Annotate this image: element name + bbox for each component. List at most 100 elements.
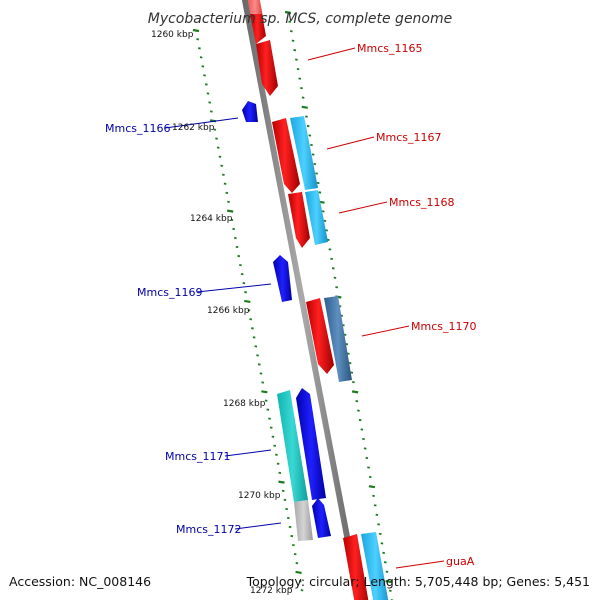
gene-feature-mmcs-1171[interactable]	[277, 390, 308, 502]
tick-rail-left-tick	[273, 444, 277, 447]
leader-mmcs-1172	[234, 522, 282, 530]
tick-rail-right-tick	[358, 418, 362, 422]
tick-rail-left-tick	[274, 453, 278, 456]
tick-rail-right-tick	[298, 77, 302, 80]
tick-rail-right-tick	[388, 589, 392, 592]
tick-rail-left-tick	[221, 173, 225, 176]
gene-label-mmcs-1172[interactable]: Mmcs_1172	[176, 523, 241, 536]
tick-rail-right-tick	[318, 191, 322, 194]
tick-rail-right-tick	[375, 513, 379, 517]
tick-rail-left-tick	[232, 227, 235, 231]
tick-rail-right-tick	[351, 390, 359, 394]
gene-label-mmcs-1168[interactable]: Mmcs_1168	[389, 196, 454, 209]
gene-label-mmcs-1167[interactable]: Mmcs_1167	[376, 131, 441, 144]
tick-rail-right-tick	[348, 362, 352, 365]
tick-rail-left-tick	[240, 272, 244, 276]
tick-rail-right-tick	[378, 532, 382, 535]
gene-feature-1171-partner[interactable]	[296, 388, 326, 500]
tick-rail-left-tick	[227, 209, 234, 213]
tick-rail-right-tick	[300, 86, 303, 90]
gene-feature-guaa-partner[interactable]	[361, 532, 390, 600]
tick-rail-right-tick	[360, 428, 364, 431]
tick-rail-right-tick	[367, 466, 370, 469]
tick-rail-right-tick	[362, 437, 365, 441]
scale-label-1260: 1260 kbp	[151, 30, 194, 40]
tick-rail-right-tick	[385, 579, 392, 584]
tick-rail-left-tick	[269, 426, 273, 429]
gene-label-mmcs-1166[interactable]: Mmcs_1166	[105, 122, 170, 135]
tick-rail-left-tick	[298, 580, 302, 583]
tick-rail-right-tick	[308, 134, 312, 137]
gene-feature-1168-partner[interactable]	[305, 190, 328, 245]
tick-rail-left-tick	[256, 354, 259, 357]
tick-rail-left-tick	[244, 299, 251, 304]
tick-rail-left-tick	[290, 534, 294, 538]
tick-rail-left-tick	[204, 83, 208, 86]
gene-label-mmcs-1165[interactable]: Mmcs_1165	[357, 42, 422, 55]
scale-label-1264: 1264 kbp	[190, 214, 233, 224]
gene-label-mmcs-1169[interactable]: Mmcs_1169	[137, 286, 202, 299]
tick-rail-left-tick	[192, 28, 200, 33]
gene-feature-mmcs-1170[interactable]	[306, 298, 334, 374]
tick-rail-right-tick	[323, 219, 327, 223]
tick-rail-left-tick	[239, 263, 242, 267]
tick-rail-left-tick	[213, 128, 217, 131]
scale-label-1272: 1272 kbp	[250, 586, 293, 596]
gene-label-mmcs-1171[interactable]: Mmcs_1171	[165, 450, 230, 463]
leader-mmcs-1168	[338, 201, 388, 214]
tick-rail-right-tick	[301, 96, 305, 99]
gene-feature-mmcs-1168[interactable]	[288, 192, 310, 248]
tick-rail-left-tick	[220, 164, 224, 167]
gene-label-mmcs-1170[interactable]: Mmcs_1170	[411, 320, 476, 333]
tick-rail-left-tick	[278, 480, 285, 484]
tick-rail-left-tick	[293, 552, 297, 556]
gene-feature-guaa[interactable]	[343, 534, 370, 600]
gene-features	[242, 0, 390, 600]
tick-rail-left-tick	[206, 92, 210, 95]
gene-feature-1167-partner[interactable]	[290, 116, 318, 190]
tick-rail-left-tick	[288, 525, 292, 529]
tick-rail-right-tick	[305, 115, 308, 118]
tick-rail-right-tick	[328, 248, 332, 251]
tick-rail-right-tick	[357, 409, 360, 412]
tick-rail-right-tick	[363, 447, 367, 450]
tick-rail-left-tick	[242, 282, 246, 285]
tick-rail-left-tick	[281, 489, 285, 493]
leader-mmcs-1169	[196, 283, 272, 293]
scale-label-1262: 1262 kbp	[172, 123, 215, 133]
tick-rail-right-tick	[347, 352, 350, 355]
gene-feature-1170-partner[interactable]	[324, 296, 352, 382]
tick-rail-right-tick	[291, 39, 295, 42]
tick-rail-left-tick	[216, 146, 220, 149]
leader-guaa	[395, 560, 445, 569]
accession-text: Accession: NC_008146	[9, 574, 151, 589]
gene-feature-mmcs-1166[interactable]	[242, 101, 258, 122]
leader-mmcs-1167	[326, 136, 375, 150]
tick-rail-left-tick	[285, 507, 288, 511]
scale-labels: 1260 kbp 1262 kbp 1264 kbp 1266 kbp 1268…	[151, 30, 293, 596]
tick-rail-left-tick	[210, 110, 213, 113]
gene-feature-mmcs-1172[interactable]	[294, 500, 313, 541]
tick-rail-left-tick	[278, 471, 282, 474]
gene-feature-mmcs-1169[interactable]	[273, 255, 292, 302]
tick-rail-left-tick	[244, 291, 247, 294]
tick-rail-left-tick	[201, 65, 205, 68]
tick-rail-left-tick	[235, 245, 239, 249]
tick-rail-left-tick	[300, 589, 304, 592]
tick-rail-right-tick	[377, 523, 380, 526]
tick-rail-right-tick	[368, 485, 376, 489]
gene-feature-mmcs-1165[interactable]	[256, 40, 278, 96]
gene-feature-1172-partner[interactable]	[312, 498, 331, 538]
tick-rail-right-tick	[296, 68, 300, 71]
tick-rail-left-tick	[295, 562, 299, 565]
tick-rail-left-tick	[261, 381, 265, 384]
tick-rail-right-tick	[373, 504, 377, 507]
tick-rail-left-tick	[254, 345, 258, 348]
gene-feature-mmcs-1167[interactable]	[272, 118, 300, 193]
tick-rail-right-tick	[310, 143, 313, 147]
scale-label-1268: 1268 kbp	[223, 399, 266, 409]
tick-rail-left-tick	[276, 462, 280, 465]
tick-rail-right-tick	[383, 561, 387, 564]
gene-label-guaa[interactable]: guaA	[446, 555, 475, 568]
scale-label-1266: 1266 kbp	[207, 306, 250, 316]
